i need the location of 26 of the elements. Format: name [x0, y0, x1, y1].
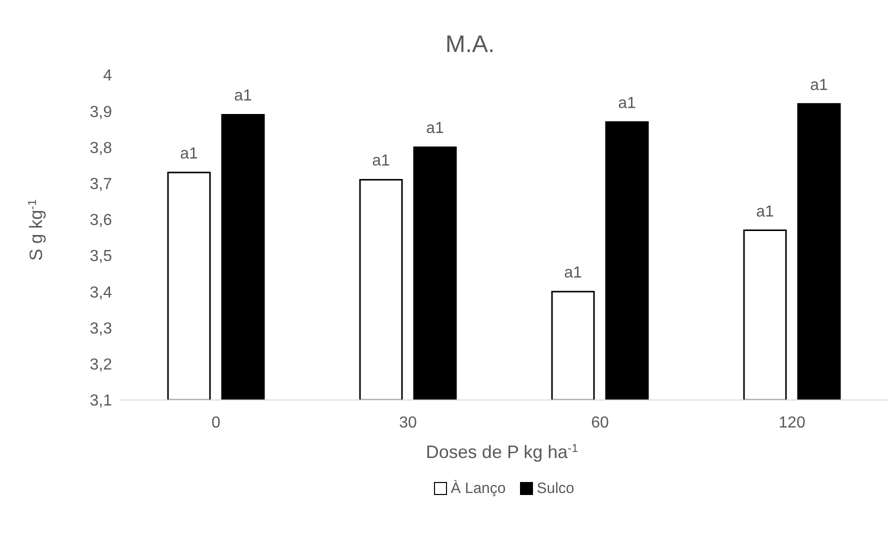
y-tick-label: 3,3 — [90, 320, 112, 338]
legend-label: À Lanço — [450, 480, 506, 497]
y-tick-label: 4 — [103, 68, 112, 85]
data-label: a1 — [564, 264, 582, 282]
x-tick-label: 30 — [399, 414, 417, 432]
y-tick-label: 3,8 — [90, 140, 112, 157]
y-tick-label: 3,4 — [90, 284, 112, 302]
y-tick-label: 3,6 — [90, 212, 112, 230]
x-tick-label: 120 — [778, 414, 806, 432]
data-label: a1 — [180, 146, 198, 162]
data-label: a1 — [234, 88, 252, 105]
data-label: a1 — [756, 203, 774, 220]
y-tick-label: 3,5 — [90, 248, 112, 266]
x-tick-label: 60 — [591, 414, 609, 432]
y-tick-label: 3,7 — [90, 176, 112, 194]
data-label: a1 — [426, 120, 444, 138]
legend-label: Sulco — [536, 480, 574, 497]
y-tick-label: 3,2 — [90, 356, 112, 374]
y-tick-label: 3,1 — [90, 392, 112, 410]
y-tick-label: 3,9 — [90, 104, 112, 121]
data-label: a1 — [810, 76, 828, 94]
x-axis-title: Doses de P kg ha$^{-1}$ — [426, 442, 578, 462]
x-tick-label: 0 — [212, 414, 221, 432]
data-label: a1 — [618, 94, 636, 112]
data-label: a1 — [372, 152, 390, 170]
chart-title: M.A. — [445, 31, 495, 58]
